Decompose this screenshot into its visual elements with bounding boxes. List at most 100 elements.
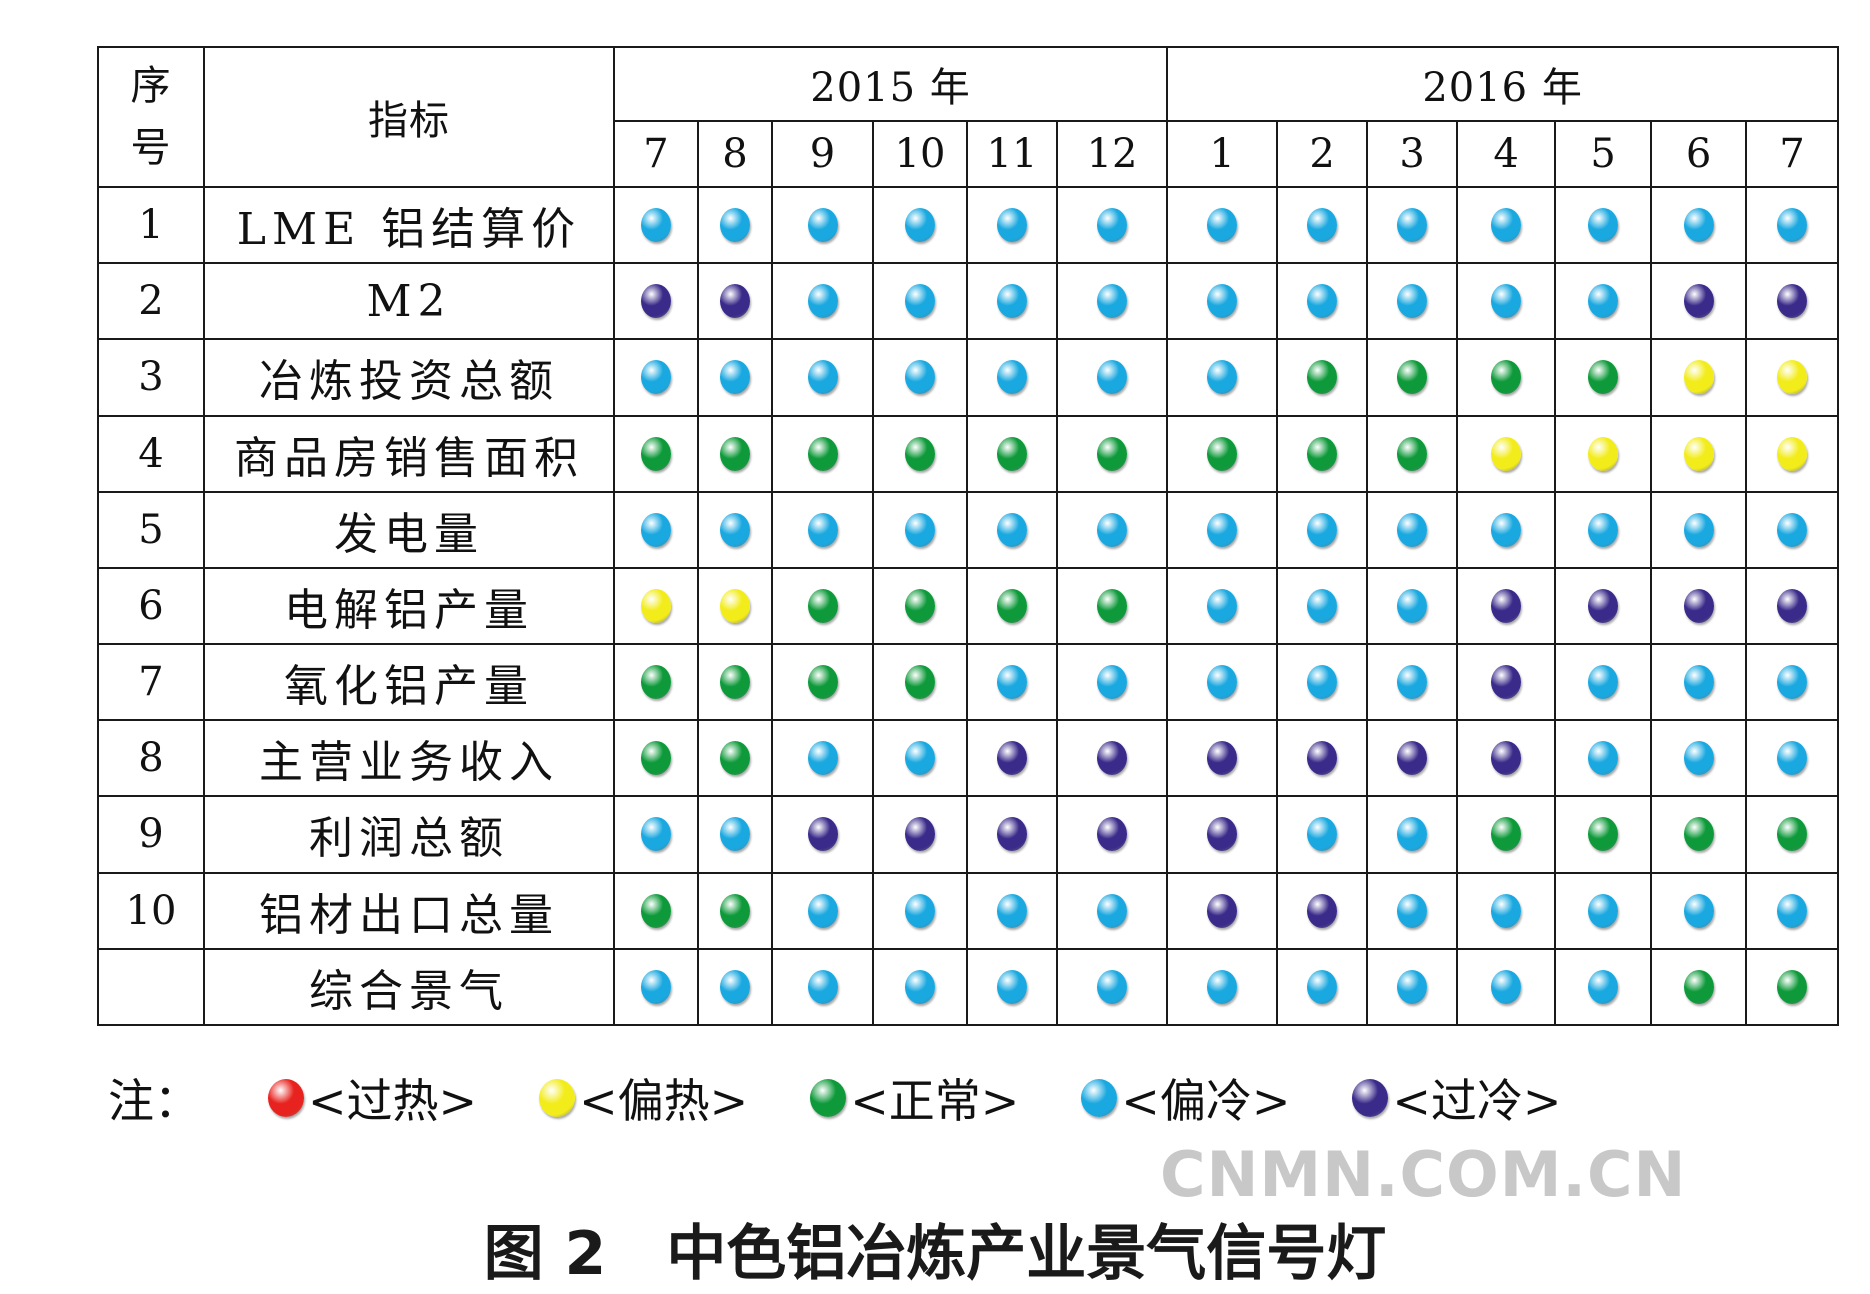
signal-cell <box>1650 566 1748 646</box>
signal-cell <box>872 338 968 417</box>
signal-dot <box>1491 284 1522 319</box>
signal-cell <box>1276 262 1369 341</box>
signal-dot <box>1588 969 1619 1004</box>
signal-dot <box>1397 817 1428 852</box>
header-month: 7 <box>613 120 699 188</box>
signal-cell <box>613 719 699 798</box>
signal-cell <box>966 185 1058 265</box>
signal-cell <box>1166 566 1279 646</box>
signal-cell <box>697 338 773 417</box>
signal-dot <box>1683 969 1714 1004</box>
signal-dot <box>1307 969 1338 1004</box>
signal-cell <box>1554 185 1653 265</box>
signal-cell <box>1554 871 1653 950</box>
signal-cell <box>872 490 968 569</box>
row-indicator-name: 综合景气 <box>203 947 615 1027</box>
legend-item: <过冷> <box>1352 1065 1561 1131</box>
signal-cell <box>1554 490 1653 569</box>
row-seq: 6 <box>97 566 205 646</box>
signal-cell <box>1554 338 1653 417</box>
signal-cell <box>966 719 1058 798</box>
signal-dot <box>720 969 750 1004</box>
header-month: 8 <box>697 120 773 188</box>
signal-cell <box>1276 643 1369 722</box>
legend-dot <box>539 1079 576 1117</box>
signal-dot <box>1491 360 1522 395</box>
signal-cell <box>771 338 874 417</box>
figure-caption: 图 2 中色铝冶炼产业景气信号灯 <box>0 1205 1870 1292</box>
header-month: 7 <box>1745 120 1840 188</box>
signal-cell <box>1055 795 1169 874</box>
signal-cell <box>1276 719 1369 798</box>
signal-cell <box>1650 643 1748 722</box>
signal-dot <box>1207 969 1238 1004</box>
signal-cell <box>1554 719 1653 798</box>
table-row: 9 利润总额 <box>97 795 1840 874</box>
signal-dot <box>1588 588 1619 623</box>
signal-cell <box>1276 871 1369 950</box>
signal-cell <box>613 566 699 646</box>
signal-dot <box>641 741 671 776</box>
header-month: 11 <box>966 120 1058 188</box>
signal-dot <box>720 817 750 852</box>
legend-label: <过热> <box>308 1074 478 1128</box>
row-indicator-name: 发电量 <box>203 490 615 569</box>
signal-cell <box>1650 338 1748 417</box>
header-month: 2 <box>1276 120 1369 188</box>
signal-dot <box>1097 436 1128 471</box>
row-seq: 8 <box>97 719 205 798</box>
table-row: 5 发电量 <box>97 490 1840 569</box>
signal-dot <box>1588 817 1619 852</box>
signal-dot <box>1683 360 1714 395</box>
signal-cell <box>697 185 773 265</box>
signal-dot <box>1777 360 1808 395</box>
signal-cell <box>1554 947 1653 1027</box>
signal-cell <box>1456 338 1557 417</box>
signal-cell <box>1745 262 1840 341</box>
signal-dot <box>807 436 838 471</box>
signal-cell <box>1366 414 1459 493</box>
legend-items: <过热> <偏热> <正常> <偏冷> <过冷> <box>268 1065 1623 1131</box>
signal-cell <box>697 490 773 569</box>
signal-dot <box>1307 512 1338 547</box>
signal-cell <box>771 719 874 798</box>
signal-dot <box>905 741 935 776</box>
signal-dot <box>997 588 1027 623</box>
signal-dot <box>1588 436 1619 471</box>
legend-dot <box>810 1079 847 1117</box>
signal-dot <box>641 893 671 928</box>
signal-dot <box>1097 893 1128 928</box>
signal-dot <box>905 665 935 700</box>
header-indicator: 指标 <box>203 46 615 188</box>
legend: 注： <过热> <偏热> <正常> <偏冷> <过冷> <box>108 1068 1623 1128</box>
signal-dot <box>1397 208 1428 243</box>
signal-dot <box>905 893 935 928</box>
signal-dot <box>905 817 935 852</box>
signal-dot <box>641 969 671 1004</box>
signal-dot <box>997 360 1027 395</box>
signal-dot <box>1397 588 1428 623</box>
header-year-2015: 2015 年 <box>612 46 1169 122</box>
signal-dot <box>1777 665 1808 700</box>
table-row: 1 LME 铝结算价 <box>97 185 1840 265</box>
signal-dot <box>1588 512 1619 547</box>
signal-dot <box>1307 741 1338 776</box>
signal-dot <box>1777 817 1808 852</box>
signal-cell <box>1366 490 1459 569</box>
signal-dot <box>1397 969 1428 1004</box>
signal-cell <box>872 414 968 493</box>
row-seq: 1 <box>97 185 205 265</box>
signal-cell <box>1456 719 1557 798</box>
signal-cell <box>966 414 1058 493</box>
legend-item: <过热> <box>268 1065 477 1131</box>
signal-dot <box>1491 436 1522 471</box>
table-row: 4 商品房销售面积 <box>97 414 1840 493</box>
signal-dot <box>641 817 671 852</box>
signal-dot <box>641 588 671 623</box>
signal-dot <box>807 512 838 547</box>
signal-dot <box>720 588 750 623</box>
header-month: 3 <box>1366 120 1459 188</box>
signal-cell <box>613 414 699 493</box>
signal-dot <box>1307 284 1338 319</box>
signal-cell <box>966 947 1058 1027</box>
